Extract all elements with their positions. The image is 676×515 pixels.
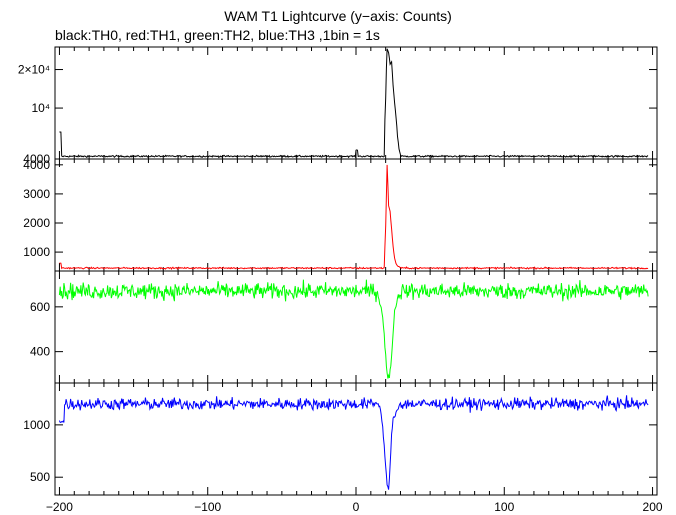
- y-tick-label-th0: 4000: [23, 152, 50, 166]
- y-tick-label-th0: 10⁴: [31, 101, 50, 115]
- y-tick-label-th1: 1000: [23, 245, 50, 259]
- y-tick-label-th0: 2×10⁴: [18, 63, 50, 77]
- y-tick-label-th3: 500: [30, 470, 50, 484]
- panel-frame-th1: [54, 158, 658, 272]
- chart-subtitle: black:TH0, red:TH1, green:TH2, blue:TH3 …: [55, 27, 380, 43]
- panel-frame-th0: [54, 46, 658, 160]
- x-tick-label: 0: [353, 500, 360, 514]
- series-line-th0: [59, 48, 649, 159]
- series-line-th1: [59, 164, 649, 271]
- series-line-th2: [58, 279, 649, 379]
- y-tick-label-th1: 2000: [23, 216, 50, 230]
- x-tick-label: 200: [643, 500, 663, 514]
- x-tick-label: −100: [194, 500, 221, 514]
- y-tick-label-th2: 600: [30, 300, 50, 314]
- y-tick-label-th1: 3000: [23, 187, 50, 201]
- x-tick-label: −200: [46, 500, 73, 514]
- y-tick-label-th3: 1000: [23, 418, 50, 432]
- y-tick-label-th1: 4000: [23, 158, 50, 172]
- y-tick-label-th2: 400: [30, 345, 50, 359]
- x-tick-label: 100: [494, 500, 514, 514]
- series-line-th3: [58, 395, 649, 490]
- chart-title: WAM T1 Lightcurve (y−axis: Counts): [224, 8, 452, 24]
